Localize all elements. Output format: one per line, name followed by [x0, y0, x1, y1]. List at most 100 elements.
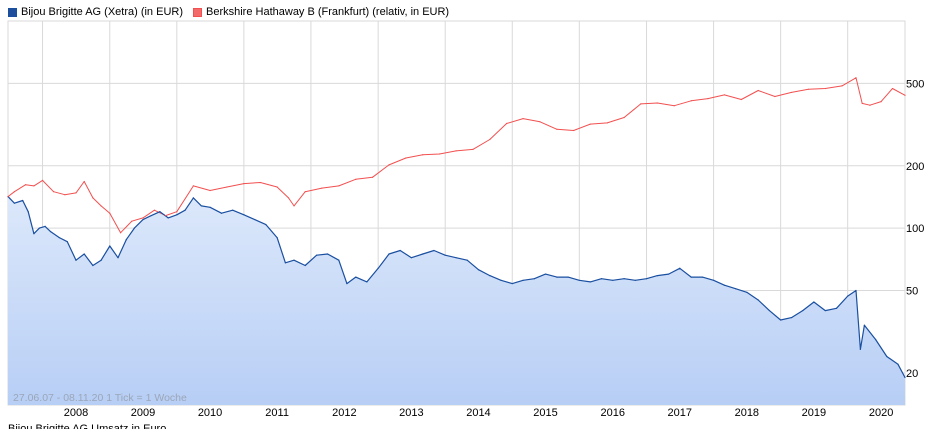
bijou-brigitte-point	[522, 279, 524, 281]
berkshire-hathaway-point	[855, 77, 857, 79]
bijou-brigitte-point	[254, 218, 256, 221]
berkshire-hathaway-point	[355, 178, 357, 180]
bijou-brigitte-point	[578, 279, 580, 281]
berkshire-hathaway-point	[505, 122, 508, 125]
x-tick-label: 2008	[64, 407, 88, 419]
bijou-brigitte-point	[243, 214, 245, 216]
legend-swatch-berkshire-hathaway	[193, 7, 202, 17]
bijou-brigitte-point	[284, 262, 286, 264]
bijou-brigitte-point	[701, 276, 703, 278]
berkshire-hathaway-point	[757, 89, 759, 92]
bijou-brigitte-point	[855, 289, 857, 292]
x-tick-label: 2012	[332, 407, 356, 419]
bijou-brigitte-point	[142, 218, 144, 221]
x-tick-label: 2017	[668, 407, 692, 419]
bijou-brigitte-point	[176, 214, 178, 216]
bijou-brigitte-point	[38, 227, 41, 229]
bijou-brigitte-point	[444, 254, 446, 256]
legend-swatch-bijou-brigitte	[8, 7, 17, 17]
bijou-brigitte-point	[612, 279, 614, 281]
bijou-brigitte-point	[790, 316, 793, 319]
bijou-brigitte-point	[27, 211, 29, 213]
bijou-brigitte-point	[338, 259, 340, 261]
berkshire-hathaway-point	[13, 191, 16, 193]
bijou-brigitte-point	[377, 267, 379, 269]
bijou-brigitte-point	[133, 227, 135, 229]
berkshire-hathaway-point	[472, 148, 474, 150]
y-tick-label: 500	[906, 78, 924, 90]
berkshire-hathaway-point	[707, 98, 709, 100]
berkshire-hathaway-point	[573, 129, 575, 132]
berkshire-hathaway-point	[321, 187, 323, 189]
berkshire-hathaway-point	[293, 205, 295, 207]
x-tick-label: 2016	[600, 407, 624, 419]
bijou-brigitte-point	[802, 309, 804, 312]
berkshire-hathaway-point	[774, 95, 776, 98]
legend-item-berkshire-hathaway[interactable]: Berkshire Hathaway B (Frankfurt) (relati…	[193, 6, 449, 18]
bijou-brigitte-point	[13, 202, 16, 204]
legend-label-bijou-brigitte: Bijou Brigitte AG (Xetra) (in EUR)	[21, 6, 183, 18]
bijou-brigitte-point	[875, 338, 877, 341]
y-tick-label: 50	[906, 285, 918, 297]
bijou-brigitte-point	[276, 237, 278, 239]
berkshire-hathaway-point	[455, 150, 457, 152]
berkshire-hathaway-point	[142, 217, 144, 219]
bijou-brigitte-point	[589, 281, 591, 283]
bijou-brigitte-point	[679, 267, 681, 269]
bijou-brigitte-point	[92, 264, 94, 267]
berkshire-hathaway-point	[824, 87, 826, 90]
bijou-brigitte-point	[567, 276, 569, 278]
bijou-brigitte-point	[410, 257, 413, 259]
bijou-brigitte-point	[813, 301, 815, 303]
y-tick-label: 200	[906, 161, 924, 173]
bijou-brigitte-point	[723, 284, 726, 286]
bijou-brigitte-point	[768, 309, 771, 312]
berkshire-hathaway-point	[589, 123, 591, 125]
berkshire-hathaway-point	[904, 94, 906, 96]
bijou-brigitte-point	[904, 376, 906, 379]
bijou-brigitte-point	[667, 273, 670, 275]
berkshire-hathaway-point	[165, 214, 167, 217]
berkshire-hathaway-point	[556, 128, 558, 130]
berkshire-hathaway-point	[522, 117, 524, 120]
bijou-brigitte-point	[477, 269, 480, 271]
x-tick-label: 2014	[466, 407, 490, 419]
berkshire-hathaway-point	[606, 122, 608, 124]
berkshire-hathaway-point	[7, 195, 9, 198]
berkshire-hathaway-point	[153, 209, 156, 211]
bijou-brigitte-point	[645, 278, 648, 280]
berkshire-hathaway-point	[131, 220, 133, 222]
bijou-brigitte-point	[863, 324, 866, 326]
berkshire-hathaway-point	[64, 194, 66, 196]
berkshire-hathaway-point	[259, 181, 262, 184]
berkshire-hathaway-point	[120, 232, 122, 234]
x-tick-label: 2018	[735, 407, 759, 419]
bottom-cut-text: Bijou Brigitte AG Umsatz in Euro	[8, 423, 166, 429]
bijou-brigitte-point	[75, 259, 77, 261]
berkshire-hathaway-point	[192, 185, 194, 187]
legend-item-bijou-brigitte[interactable]: Bijou Brigitte AG (Xetra) (in EUR)	[8, 6, 183, 18]
x-tick-label: 2019	[802, 407, 826, 419]
bijou-brigitte-point	[544, 273, 547, 275]
berkshire-hathaway-point	[75, 192, 77, 194]
bijou-brigitte-point	[117, 257, 119, 259]
bijou-brigitte-point	[232, 209, 234, 211]
bijou-brigitte-line	[7, 196, 906, 378]
bijou-brigitte-point	[184, 209, 186, 211]
berkshire-hathaway-point	[243, 183, 245, 185]
berkshire-hathaway-point	[489, 138, 491, 141]
bijou-brigitte-point	[58, 237, 60, 239]
bijou-brigitte-point	[109, 245, 111, 247]
bijou-brigitte-point	[433, 249, 435, 252]
berkshire-hathaway-point	[226, 186, 228, 188]
bijou-brigitte-point	[859, 348, 861, 350]
berkshire-hathaway-point	[388, 164, 390, 166]
berkshire-hathaway-point	[276, 186, 278, 188]
berkshire-hathaway-point	[92, 197, 94, 199]
berkshire-hathaway-point	[690, 100, 692, 102]
bijou-brigitte-point	[690, 276, 692, 278]
legend-label-berkshire-hathaway: Berkshire Hathaway B (Frankfurt) (relati…	[206, 6, 450, 18]
bijou-brigitte-point	[533, 278, 535, 280]
bijou-brigitte-point	[209, 206, 211, 208]
berkshire-hathaway-point	[422, 154, 424, 156]
